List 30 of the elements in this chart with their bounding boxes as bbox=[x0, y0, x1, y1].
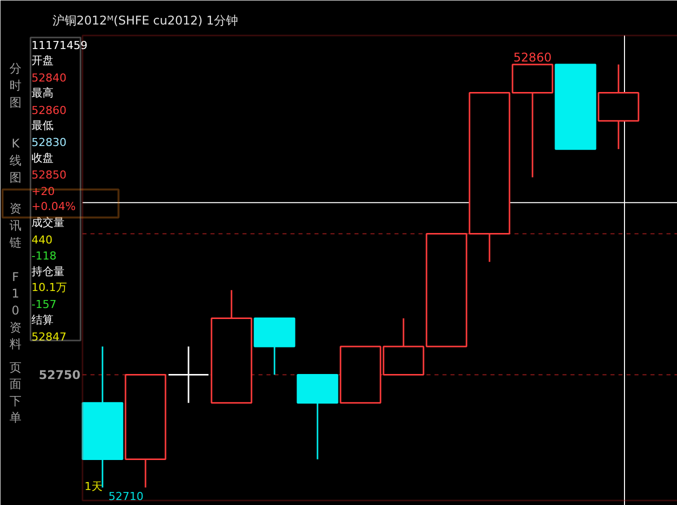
text: 持仓量 bbox=[32, 264, 64, 278]
text: 52840 bbox=[32, 71, 66, 84]
text: 52860 bbox=[32, 104, 66, 117]
text: 52847 bbox=[32, 330, 66, 344]
chart-title: 沪铜2012ᴹ(SHFE cu2012) 1分钟 bbox=[52, 14, 238, 28]
text: K线图 bbox=[10, 136, 22, 184]
text: 440 bbox=[32, 233, 52, 246]
text: 分时图 bbox=[10, 62, 22, 110]
text: 52850 bbox=[32, 168, 66, 182]
text: F10资料 bbox=[10, 270, 22, 352]
ref-line-label: 52750 bbox=[38, 368, 80, 382]
text: 资讯链 bbox=[8, 202, 22, 250]
text: 成交量 bbox=[32, 216, 64, 230]
text: +20 bbox=[32, 184, 55, 198]
text: 最低 bbox=[32, 119, 54, 132]
text: 结算 bbox=[32, 313, 54, 326]
text: 页面下单 bbox=[10, 360, 22, 425]
text: 最高 bbox=[32, 86, 54, 100]
text: 11171459 bbox=[32, 39, 88, 52]
text: -157 bbox=[32, 298, 56, 312]
annotation: 1天 bbox=[84, 480, 102, 493]
text: -118 bbox=[32, 250, 56, 263]
text: 52710 bbox=[108, 490, 144, 503]
candlestick bbox=[168, 346, 210, 404]
text: 收盘 bbox=[32, 151, 54, 164]
text: 开盘 bbox=[32, 54, 54, 68]
annotation: 52860 bbox=[513, 50, 552, 64]
text: 52830 bbox=[32, 136, 66, 150]
text: +0.04% bbox=[32, 200, 76, 213]
text: 10.1万 bbox=[32, 281, 67, 294]
